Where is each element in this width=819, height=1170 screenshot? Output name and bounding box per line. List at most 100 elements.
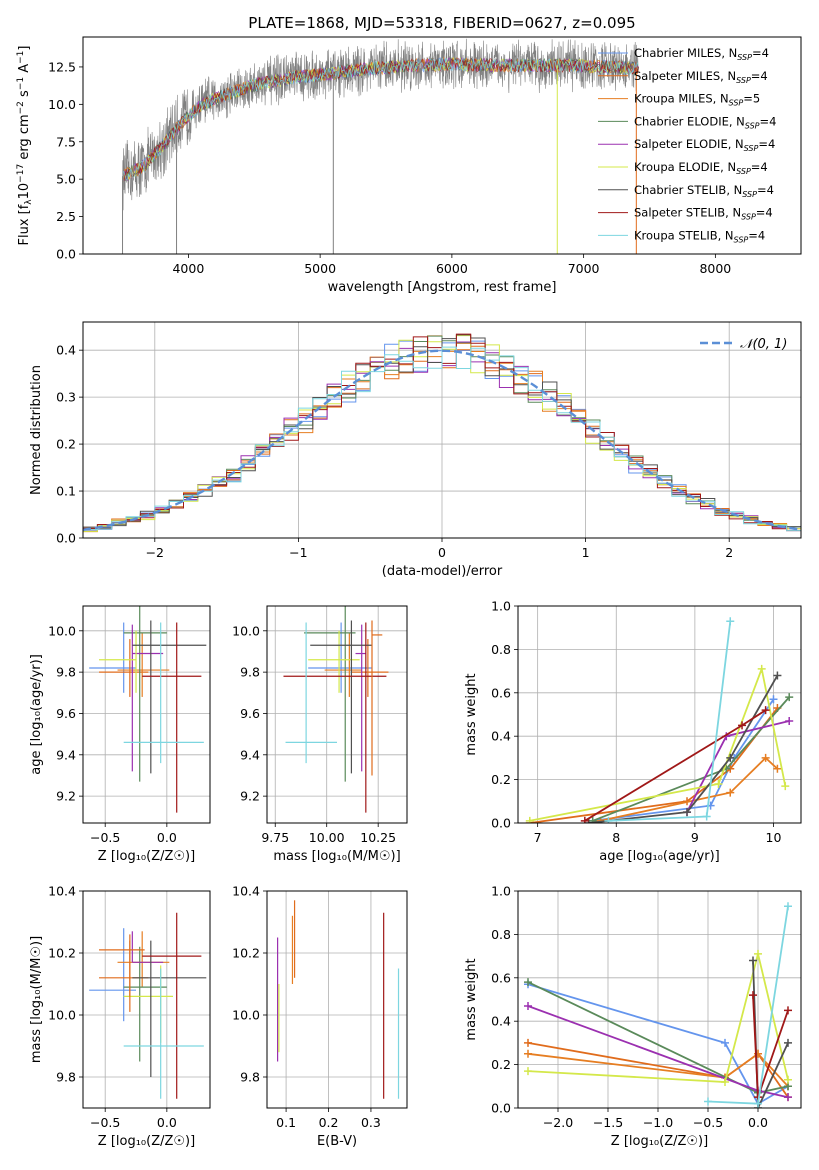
- x-axis-label: E(B-V): [317, 1134, 357, 1149]
- legend-entry: 𝒩(0, 1): [740, 337, 787, 352]
- y-tick-label: 0.0: [56, 531, 76, 546]
- data-point-marker: [604, 816, 613, 823]
- data-point-marker: [524, 1049, 532, 1058]
- error-bar-point: [304, 606, 356, 782]
- legend-label: Kroupa STELIB, N: [634, 228, 734, 242]
- y-tick-label: 10.0: [232, 623, 260, 638]
- legend-label: Chabrier ELODIE, N: [634, 114, 745, 128]
- legend-entry: Chabrier STELIB, NSSP=4: [634, 183, 774, 199]
- y-tick-label: 9.4: [56, 747, 76, 762]
- legend-entry: Kroupa MILES, NSSP=5: [634, 92, 760, 108]
- y-tick-label: 9.2: [56, 789, 76, 804]
- series-line-2: [600, 756, 779, 822]
- series-line-0: [592, 698, 775, 822]
- data-point-marker: [738, 721, 747, 730]
- x-tick-label: −1: [289, 545, 307, 560]
- error-bar-point: [99, 934, 145, 1012]
- y-label-part: A: [17, 64, 32, 77]
- legend-tail: =4: [751, 160, 768, 174]
- data-point-marker: [757, 664, 766, 673]
- spectrum-data-line: [122, 38, 639, 211]
- chart-title: PLATE=1868, MJD=53318, FIBERID=0627, z=0…: [248, 14, 635, 32]
- y-label-part: 10: [17, 183, 32, 200]
- legend-sub: SSP: [736, 76, 751, 85]
- histogram-step-8: [83, 346, 801, 532]
- legend-label: Chabrier STELIB, N: [634, 183, 742, 197]
- error-bar-point: [89, 622, 137, 693]
- x-tick-label: 8000: [699, 261, 731, 276]
- y-tick-label: 1.0: [491, 884, 511, 899]
- y-tick-label: 0.8: [491, 642, 511, 657]
- series-line-5: [527, 953, 789, 1083]
- axes-mass-vs-ebv: 0.1 0.2 0.3 9.8 10.0 10.2 10.4 E(B-V): [232, 884, 408, 1149]
- data-point-marker: [761, 706, 770, 715]
- y-tick-label: 0.8: [491, 927, 511, 942]
- y-label-part: −1: [16, 77, 26, 90]
- data-point-marker: [785, 717, 794, 726]
- y-axis-label: mass [log₁₀(M/M☉)]: [29, 936, 44, 1063]
- axes-mass-vs-z: −0.5 0.0 9.8 10.0 10.2 10.4 Z [log₁₀(Z/Z☉)] mas…: [29, 884, 211, 1149]
- legend-sub: SSP: [744, 144, 759, 153]
- data-point-marker: [704, 1097, 712, 1106]
- data-point-marker: [754, 1099, 762, 1108]
- legend-label: Salpeter ELODIE, N: [634, 137, 744, 151]
- y-tick-label: 0.4: [491, 1014, 511, 1029]
- x-tick-label: −2: [146, 545, 164, 560]
- x-axis-label: Z [log₁₀(Z/Z☉)]: [98, 1134, 195, 1149]
- legend-entry: Kroupa ELODIE, NSSP=4: [634, 160, 768, 176]
- error-bar-point: [142, 912, 202, 1099]
- plot-area: [122, 38, 639, 254]
- x-tick-label: 7: [534, 830, 542, 845]
- axes-spectrum: 4000 5000 6000 7000 8000 0.0 2.5 5.0 7.5 10.0 12.5…: [16, 14, 802, 295]
- error-bar-point: [123, 965, 174, 1043]
- data-point-marker: [781, 782, 790, 791]
- y-label-part: erg cm: [17, 114, 32, 163]
- y-label-part: Flux [f: [17, 204, 32, 245]
- x-axis-label: wavelength [Angstrom, rest frame]: [328, 280, 557, 295]
- data-point-marker: [749, 991, 757, 1000]
- error-bar-point: [355, 624, 366, 772]
- x-tick-label: −0.5: [693, 1115, 723, 1130]
- series-line-2: [527, 1052, 789, 1087]
- y-tick-label: 10.0: [48, 1008, 76, 1023]
- x-tick-label: 0.0: [748, 1115, 768, 1130]
- series-line-6: [752, 960, 789, 1108]
- legend-tail: =5: [743, 92, 760, 106]
- x-axis-label: mass [log₁₀(M/M☉)]: [273, 849, 400, 864]
- y-tick-label: 2.5: [56, 209, 76, 224]
- legend-sub: SSP: [736, 167, 751, 176]
- axes-age-vs-mass: 9.75 10.00 10.25 9.2 9.4 9.6 9.8 10.0 mass [log₁…: [232, 605, 408, 864]
- x-tick-label: 10: [766, 830, 782, 845]
- data-point-marker: [524, 1067, 532, 1076]
- x-axis-label: (data-model)/error: [382, 564, 503, 579]
- error-bar-point: [123, 606, 167, 782]
- axes-residuals: −2 −1 0 1 2 0.0 0.1 0.2 0.3 0.4 (data-model)/error…: [29, 321, 802, 579]
- axes-frame: [266, 890, 408, 1109]
- legend-label: Salpeter MILES, N: [634, 69, 736, 83]
- data-point-marker: [726, 617, 735, 626]
- data-point-marker: [773, 671, 782, 680]
- data-point-marker: [726, 753, 735, 762]
- data-point-marker: [588, 816, 597, 823]
- data-point-marker: [749, 956, 757, 965]
- legend-tail: =4: [757, 183, 774, 197]
- legend-entry: Salpeter STELIB, NSSP=4: [634, 206, 773, 222]
- series-line-0: [527, 983, 789, 1105]
- x-tick-label: 10.00: [309, 830, 345, 845]
- error-bar-point: [99, 630, 137, 693]
- y-tick-label: 10.2: [232, 946, 260, 961]
- data-point-marker: [525, 816, 534, 823]
- x-axis-label: age [log₁₀(age/yr)]: [599, 849, 720, 864]
- legend-entry: Chabrier MILES, NSSP=4: [634, 46, 769, 62]
- data-point-marker: [702, 812, 711, 821]
- x-tick-label: −0.5: [90, 1115, 120, 1130]
- y-tick-label: 12.5: [48, 59, 76, 74]
- x-axis-label: Z [log₁₀(Z/Z☉)]: [611, 1134, 708, 1149]
- x-tick-label: 0.1: [276, 1115, 296, 1130]
- y-tick-label: 10.0: [48, 97, 76, 112]
- y-tick-label: 10.0: [48, 623, 76, 638]
- y-tick-label: 0.1: [56, 484, 76, 499]
- legend-entry: Salpeter MILES, NSSP=4: [634, 69, 768, 85]
- plot-area: [83, 333, 801, 533]
- y-tick-label: 9.2: [240, 789, 260, 804]
